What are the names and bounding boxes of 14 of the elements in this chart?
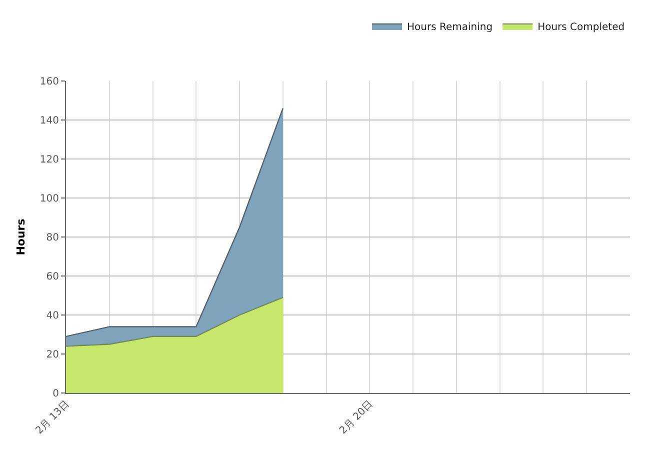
y-tick-label: 0: [52, 388, 59, 400]
y-axis-title: Hours: [14, 218, 28, 256]
x-tick-label: 2月 20日: [338, 398, 376, 437]
x-tick-label: 2月 13日: [34, 398, 72, 437]
y-tick-label: 140: [40, 116, 59, 126]
y-tick-label: 120: [40, 154, 59, 166]
y-tick-label: 80: [46, 232, 59, 244]
y-tick-label: 160: [40, 76, 59, 88]
y-tick-label: 20: [46, 350, 59, 360]
y-tick-label: 100: [40, 194, 59, 204]
legend-label: Hours Remaining: [407, 22, 493, 33]
y-tick-label: 40: [46, 310, 59, 322]
y-tick-label: 60: [46, 272, 59, 282]
legend-label: Hours Completed: [538, 22, 625, 33]
